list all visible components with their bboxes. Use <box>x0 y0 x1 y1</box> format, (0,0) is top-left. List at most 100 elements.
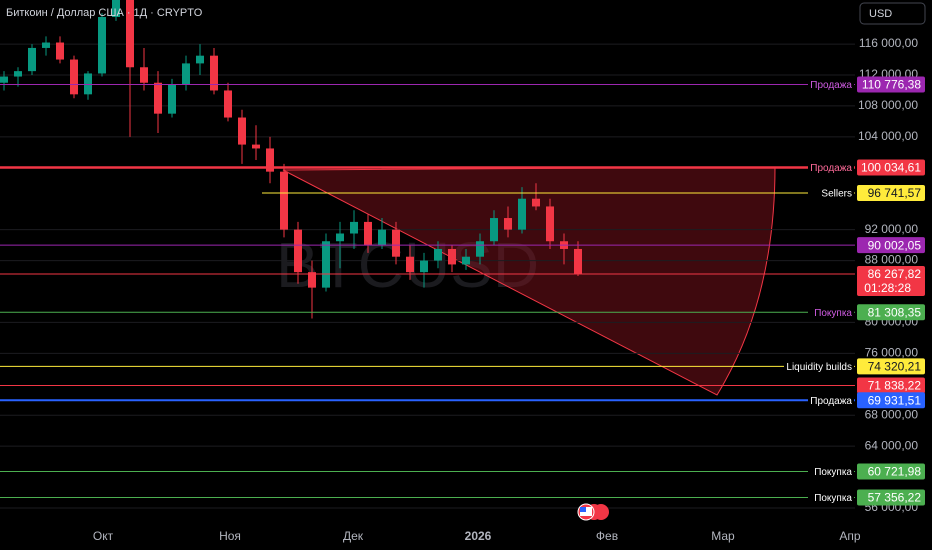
candle-body <box>574 248 582 274</box>
price-box <box>857 377 925 394</box>
candle-body <box>308 272 316 288</box>
level-label: Продажа <box>810 163 852 174</box>
level-label-bg <box>808 305 854 320</box>
level-label-bg <box>808 160 854 175</box>
candle-body <box>294 229 302 273</box>
price-box <box>857 463 925 480</box>
candle-body <box>98 17 106 74</box>
candle-body <box>462 256 470 265</box>
x-tick-label: Апр <box>839 529 861 543</box>
level-label: Liquidity builds <box>786 362 852 373</box>
candle-body <box>182 63 190 85</box>
countdown: 01:28:28 <box>864 281 911 295</box>
candle-body <box>546 206 554 242</box>
level-label: Sellers <box>821 189 852 200</box>
candle-body <box>84 73 92 95</box>
candle-body <box>350 221 358 234</box>
candle-body <box>42 42 50 48</box>
level-label-bg <box>808 464 854 479</box>
candle-body <box>70 59 78 95</box>
x-tick-label: Дек <box>343 529 364 543</box>
x-tick-label: Мар <box>711 529 735 543</box>
candle-body <box>210 55 218 91</box>
price-box-label: 90 002,05 <box>868 238 922 252</box>
candle-body <box>14 71 22 77</box>
candle-body <box>532 198 540 207</box>
candle-body <box>112 0 120 18</box>
candle-body <box>434 248 442 261</box>
price-box-label: 100 034,61 <box>861 161 921 175</box>
level-label-bg <box>784 359 854 374</box>
y-tick-label: 92 000,00 <box>865 222 919 236</box>
candle-body <box>126 0 134 68</box>
price-box-label: 57 356,22 <box>868 491 922 505</box>
y-tick-label: 108 000,00 <box>858 98 918 112</box>
candle-body <box>448 248 456 265</box>
candle-body <box>196 55 204 64</box>
price-box-label: 110 776,38 <box>862 78 921 92</box>
candle-body <box>238 117 246 145</box>
candle-body <box>280 171 288 230</box>
y-tick-label: 104 000,00 <box>858 129 918 143</box>
candle-body <box>224 90 232 118</box>
candle-body <box>364 221 372 246</box>
candle-body <box>420 260 428 273</box>
price-box <box>857 184 925 201</box>
price-box <box>857 304 925 321</box>
x-tick-label: 2026 <box>465 529 492 543</box>
price-box <box>857 237 925 254</box>
x-tick-label: Ноя <box>219 529 241 543</box>
price-box <box>857 265 925 296</box>
x-tick-label: Фев <box>596 529 618 543</box>
candle-body <box>490 218 498 242</box>
event-flags[interactable] <box>577 503 609 521</box>
price-box <box>857 489 925 506</box>
chart-title: Биткоин / Доллар США · 1Д · CRYPTO <box>6 7 203 19</box>
candle-body <box>168 84 176 114</box>
level-label: Покупка <box>814 493 852 504</box>
candle-body <box>28 47 36 72</box>
candle-body <box>504 218 512 230</box>
price-box-label: 71 838,22 <box>868 379 922 393</box>
price-box-label: 60 721,98 <box>868 465 922 479</box>
candle-body <box>518 198 526 230</box>
candle-body <box>252 144 260 149</box>
level-label-bg <box>808 393 854 408</box>
level-label: Продажа <box>810 80 852 91</box>
price-box-label: 86 267,82 <box>868 267 922 281</box>
candle-body <box>266 148 274 172</box>
level-label: Покупка <box>814 308 852 319</box>
price-box-label: 69 931,51 <box>868 393 922 407</box>
candle-body <box>406 256 414 273</box>
price-box <box>857 159 925 176</box>
level-label-bg <box>808 77 854 92</box>
y-tick-label: 68 000,00 <box>865 407 919 421</box>
price-box-label: 74 320,21 <box>868 360 922 374</box>
candle-body <box>56 42 64 60</box>
currency-button[interactable] <box>859 2 926 25</box>
candle-body <box>378 229 386 246</box>
y-tick-label: 116 000,00 <box>859 36 918 50</box>
y-tick-label: 76 000,00 <box>865 346 919 360</box>
x-tick-label: Окт <box>93 529 114 543</box>
currency-label[interactable]: USD <box>869 8 892 20</box>
level-label: Продажа <box>810 396 852 407</box>
y-tick-label: 64 000,00 <box>865 438 919 452</box>
candle-body <box>336 233 344 242</box>
candle-body <box>0 76 8 83</box>
level-label-bg <box>808 490 854 505</box>
candle-body <box>322 241 330 288</box>
price-box <box>857 392 925 409</box>
candle-body <box>392 229 400 257</box>
price-box <box>857 358 925 375</box>
drawing-shape <box>282 166 776 396</box>
level-label: Покупка <box>814 467 852 478</box>
candle-body <box>140 67 148 83</box>
y-tick-label: 88 000,00 <box>865 253 919 267</box>
price-box-label: 96 741,57 <box>868 186 922 200</box>
candle-body <box>154 82 162 114</box>
price-box-label: 81 308,35 <box>868 305 922 319</box>
level-label-bg <box>808 185 854 200</box>
price-box <box>857 76 925 93</box>
